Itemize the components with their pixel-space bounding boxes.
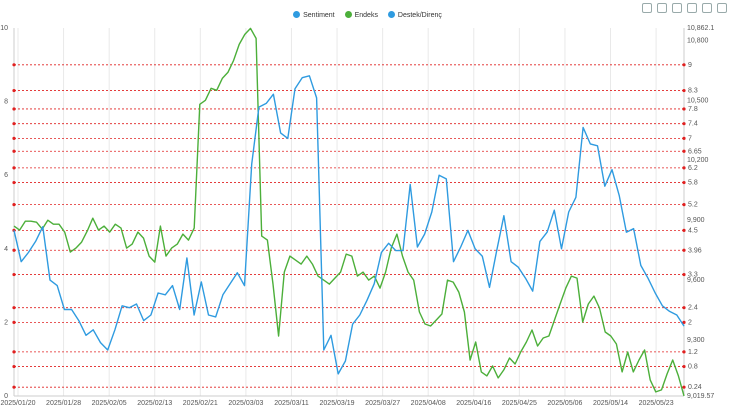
right-tick-label: 9,900: [687, 217, 705, 224]
level-marker-left: [12, 306, 16, 310]
x-tick-label: 2025/04/08: [411, 400, 446, 407]
level-label: 6.65: [688, 148, 702, 155]
legend-destek-direnc[interactable]: Destek/Direnç: [387, 11, 442, 19]
x-tick-label: 2025/04/25: [502, 400, 537, 407]
chart-legend: Sentiment Endeks Destek/Direnç: [0, 11, 735, 19]
level-label: 5.8: [688, 180, 698, 187]
level-marker-right: [682, 364, 686, 369]
left-tick-label: 0: [4, 393, 8, 400]
restore-icon[interactable]: [687, 3, 697, 13]
save-icon[interactable]: [702, 3, 712, 13]
level-marker-left: [12, 136, 16, 140]
x-tick-label: 2025/03/27: [365, 400, 400, 407]
x-tick-label: 2025/03/03: [228, 400, 263, 407]
level-marker-right: [682, 136, 686, 140]
level-marker-left: [12, 203, 16, 207]
legend-endeks[interactable]: Endeks: [344, 11, 378, 19]
right-tick-label: 9,600: [687, 277, 705, 284]
level-marker-right: [682, 228, 686, 232]
level-marker-right: [682, 166, 686, 170]
level-marker-left: [12, 166, 16, 170]
x-tick-label: 2025/03/11: [274, 400, 309, 407]
left-tick-label: 8: [4, 99, 8, 106]
level-marker-left: [12, 63, 16, 67]
level-marker-right: [682, 63, 686, 67]
level-marker-right: [682, 385, 686, 389]
level-label: 4.5: [688, 227, 698, 234]
level-marker-right: [682, 248, 686, 252]
data-view-icon[interactable]: [717, 3, 727, 13]
level-label: 2: [688, 319, 692, 326]
x-tick-label: 2025/01/28: [46, 400, 81, 407]
x-tick-label: 2025/05/23: [639, 400, 674, 407]
level-marker-right: [682, 107, 686, 111]
left-tick-label: 10: [0, 25, 8, 32]
legend-sentiment-label: Sentiment: [303, 12, 335, 19]
level-marker-right: [682, 122, 686, 126]
level-marker-right: [682, 203, 686, 207]
level-label: 5.2: [688, 202, 698, 209]
level-label: 0.24: [688, 384, 702, 391]
level-marker-right: [682, 306, 686, 310]
chart-toolbox: [642, 3, 727, 13]
legend-endeks-dot: [344, 11, 352, 18]
endeks-series-line: [13, 27, 685, 397]
level-label: 7.4: [688, 121, 698, 128]
level-marker-left: [12, 180, 16, 185]
level-marker-left: [12, 149, 16, 153]
level-marker-left: [12, 107, 16, 111]
x-tick-label: 2025/03/19: [320, 400, 355, 407]
right-tick-label: 10,500: [687, 97, 709, 104]
level-label: 8.3: [688, 88, 698, 95]
right-tick-label: 9,019.57: [687, 393, 714, 400]
legend-sentiment-dot: [293, 11, 301, 18]
level-marker-right: [682, 350, 686, 354]
legend-destek-direnc-dot: [387, 11, 395, 18]
legend-endeks-label: Endeks: [354, 12, 378, 19]
x-tick-label: 2025/05/14: [593, 400, 628, 407]
level-label: 3.96: [688, 247, 702, 254]
level-label: 6.2: [688, 165, 698, 172]
zoom-icon[interactable]: [642, 3, 652, 13]
zoom-reset-icon[interactable]: [657, 3, 667, 13]
level-marker-left: [12, 350, 16, 354]
level-label: 3.3: [688, 272, 698, 279]
x-tick-label: 2025/01/20: [0, 400, 35, 407]
right-tick-label: 10,800: [687, 37, 709, 44]
level-marker-right: [682, 180, 686, 185]
x-tick-label: 2025/02/21: [183, 400, 218, 407]
left-tick-label: 6: [4, 172, 8, 179]
sentiment-series-line: [13, 75, 685, 375]
legend-sentiment[interactable]: Sentiment: [293, 11, 335, 19]
level-label: 0.8: [688, 364, 698, 371]
level-label: 9: [688, 62, 692, 69]
left-tick-label: 2: [4, 319, 8, 326]
legend-destek-direnc-label: Destek/Direnç: [397, 12, 442, 19]
level-marker-left: [12, 364, 16, 369]
level-label: 7: [688, 135, 692, 142]
left-tick-label: 4: [4, 246, 8, 253]
x-tick-label: 2025/02/05: [92, 400, 127, 407]
level-marker-left: [12, 320, 16, 324]
x-tick-label: 2025/05/06: [547, 400, 582, 407]
right-tick-label: 10,862.1: [687, 25, 714, 32]
rect-select-icon[interactable]: [672, 3, 682, 13]
level-label: 2.4: [688, 305, 698, 312]
level-marker-left: [12, 385, 16, 389]
level-marker-left: [12, 122, 16, 126]
x-tick-label: 2025/04/16: [456, 400, 491, 407]
level-label: 7.8: [688, 106, 698, 113]
x-tick-label: 2025/02/13: [137, 400, 172, 407]
level-label: 1.2: [688, 349, 698, 356]
right-tick-label: 9,300: [687, 337, 705, 344]
level-marker-right: [682, 149, 686, 153]
level-marker-left: [12, 272, 16, 277]
level-marker-left: [12, 248, 16, 252]
level-marker-right: [682, 320, 686, 324]
level-marker-right: [682, 88, 686, 93]
level-marker-right: [682, 272, 686, 277]
right-tick-label: 10,200: [687, 157, 709, 164]
level-marker-left: [12, 88, 16, 93]
